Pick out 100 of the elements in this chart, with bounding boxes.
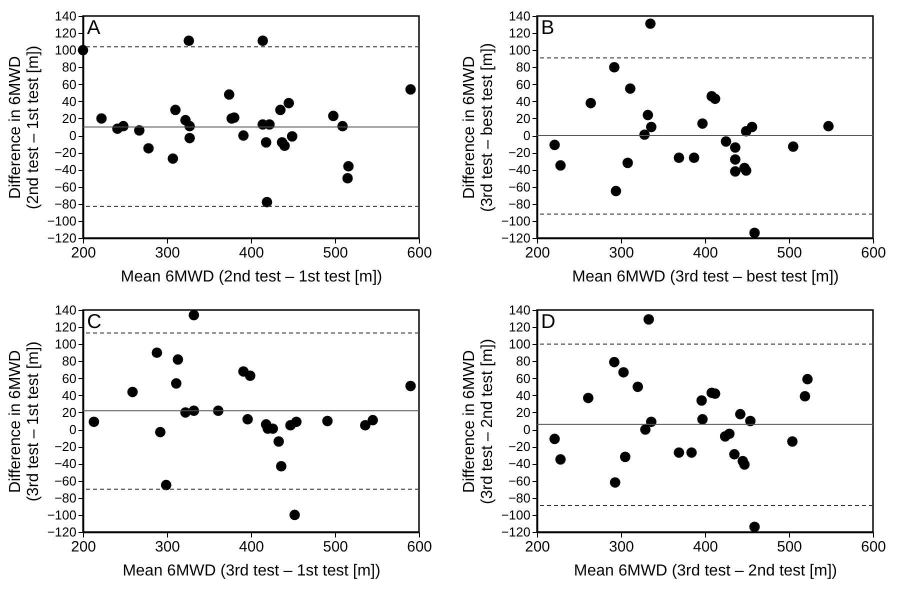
- x-tick-label: 500: [322, 538, 348, 556]
- point: [730, 142, 740, 153]
- y-tick-label: 80: [516, 354, 530, 369]
- y-tick-label: 0: [523, 128, 530, 144]
- x-axis-title: Mean 6MWD (3rd test – 1st test [m]): [122, 562, 380, 580]
- point: [735, 408, 746, 420]
- y-tick-label: −100: [501, 213, 530, 228]
- point: [360, 420, 370, 431]
- point: [286, 131, 298, 142]
- point: [405, 380, 416, 392]
- point: [188, 310, 200, 320]
- point: [184, 132, 195, 144]
- y-tick-label: −40: [54, 456, 76, 472]
- x-axis-title: Mean 6MWD (3rd test – 2nd test [m]): [574, 562, 838, 580]
- y-tick-label: 60: [516, 370, 530, 386]
- y-tick-label: 120: [54, 320, 76, 335]
- y-tick-label: −120: [501, 524, 530, 540]
- point: [242, 414, 253, 425]
- x-tick-label: 500: [322, 244, 348, 262]
- point: [168, 153, 178, 164]
- point: [688, 152, 700, 163]
- y-tick-label: −80: [508, 196, 530, 212]
- point: [96, 113, 107, 124]
- y-axis-title: Difference in 6MWD (3rd test – 2nd test [m]): [461, 338, 496, 504]
- y-tick-label: −100: [501, 507, 530, 522]
- y-tick-label: 80: [516, 60, 530, 75]
- y-tick-label: −100: [47, 213, 76, 228]
- point: [549, 434, 560, 444]
- y-tick-label: −60: [54, 473, 76, 488]
- x-tick-label: 600: [406, 538, 432, 556]
- point: [823, 120, 834, 132]
- point: [289, 510, 300, 520]
- point: [143, 143, 154, 154]
- point: [152, 347, 162, 358]
- y-tick-label: 60: [62, 76, 76, 92]
- point: [184, 36, 194, 46]
- y-tick-label: 100: [54, 336, 76, 352]
- point: [279, 140, 290, 152]
- x-tick-label: 200: [524, 538, 550, 556]
- y-axis-title: Difference in 6MWD (3rd test – 1st test [m]): [7, 341, 42, 502]
- point: [642, 110, 654, 120]
- x-tick-label: 300: [154, 244, 180, 262]
- y-tick-label: −20: [508, 145, 530, 160]
- y-tick-label: −120: [501, 230, 530, 246]
- y-tick-label: 80: [62, 60, 76, 75]
- y-axis-title: Difference in 6MWD (2nd test – 1st test [m]): [7, 46, 42, 210]
- y-tick-label: 140: [508, 302, 530, 318]
- point: [800, 391, 810, 402]
- point: [802, 374, 813, 384]
- point: [730, 154, 740, 165]
- point: [697, 118, 708, 129]
- y-tick-label: 140: [54, 302, 76, 318]
- x-tick-label: 500: [776, 538, 802, 556]
- point: [674, 447, 684, 458]
- x-tick-label: 600: [860, 244, 886, 262]
- point: [724, 428, 735, 440]
- y-tick-label: −60: [508, 179, 530, 194]
- point: [582, 392, 594, 404]
- y-tick-label: −80: [54, 196, 76, 212]
- point: [322, 416, 333, 426]
- point: [172, 354, 184, 365]
- point: [609, 356, 620, 368]
- point: [405, 84, 416, 95]
- point: [262, 196, 272, 208]
- point: [610, 477, 620, 488]
- point: [643, 314, 654, 325]
- y-tick-label: −20: [54, 145, 76, 160]
- x-tick-label: 200: [524, 244, 550, 262]
- point: [555, 454, 566, 465]
- point: [328, 110, 339, 122]
- point: [645, 18, 656, 29]
- point: [710, 94, 720, 104]
- point: [720, 136, 732, 147]
- point: [170, 378, 182, 389]
- point: [674, 152, 684, 163]
- point: [260, 137, 272, 148]
- y-tick-label: 20: [516, 110, 530, 126]
- y-tick-label: −40: [508, 456, 530, 472]
- point: [620, 452, 630, 462]
- y-tick-label: 60: [516, 76, 530, 92]
- point: [224, 89, 234, 100]
- y-tick-label: −20: [54, 439, 76, 454]
- point: [549, 140, 560, 150]
- point: [696, 395, 707, 406]
- point: [244, 370, 256, 381]
- x-tick-label: 300: [608, 538, 634, 556]
- y-tick-label: 0: [69, 128, 76, 144]
- point: [275, 104, 286, 116]
- y-tick-label: −80: [508, 490, 530, 506]
- point: [740, 165, 752, 176]
- point: [624, 83, 636, 94]
- point: [697, 414, 708, 425]
- y-tick-label: 40: [62, 94, 76, 109]
- point: [787, 436, 798, 447]
- y-tick-label: 140: [508, 8, 530, 24]
- y-tick-label: −120: [47, 524, 76, 540]
- y-tick-label: 140: [54, 8, 76, 24]
- y-tick-label: −60: [54, 179, 76, 194]
- point: [632, 382, 644, 392]
- point: [618, 367, 629, 378]
